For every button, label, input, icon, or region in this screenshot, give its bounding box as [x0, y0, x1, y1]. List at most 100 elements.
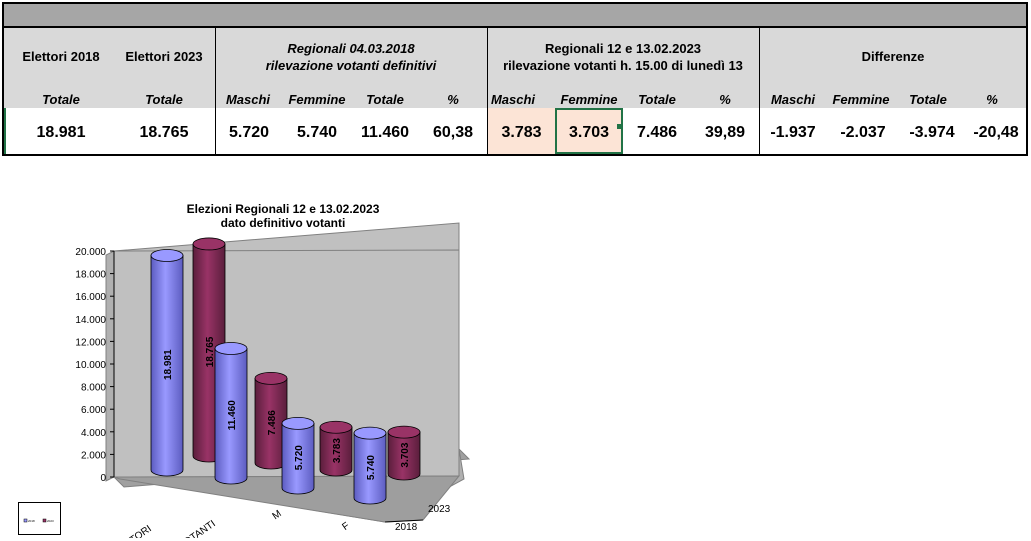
value-totale-2018[interactable]: 11.460 [360, 124, 410, 141]
value-diff-percent[interactable]: -20,48 [973, 124, 1019, 141]
sub-header-maschi: Maschi [490, 92, 536, 107]
header-band [2, 2, 1028, 28]
bar-2023-m-top [319, 420, 353, 434]
sub-header-maschi: Maschi [225, 92, 271, 107]
y-axis: 0 2.000 4.000 6.000 8.000 10.000 12.000 14.000 1… [75, 247, 115, 484]
value-maschi-2023[interactable]: 3.783 [501, 124, 542, 141]
y-tick-label: 10.000 [75, 360, 106, 371]
sub-header-totale: Totale [42, 92, 80, 107]
regionali-2023-header: Regionali 12 e 13.02.2023 rilevazione vo… [488, 40, 758, 74]
bar-2023-f-top [387, 425, 421, 439]
bar-2023-elettori-top [192, 237, 226, 251]
chart-title: Elezioni Regionali 12 e 13.02.2023 [187, 202, 380, 216]
depth-label-2018: 2018 [395, 522, 418, 533]
value-femmine-2023[interactable]: 3.703 [568, 124, 610, 141]
chart-legend[interactable]: 2018 2023 [18, 502, 61, 535]
regionali-2023-subtitle: rilevazione votanti h. 15.00 di lunedì 1… [503, 58, 743, 73]
data-label: 5.720 [294, 445, 305, 470]
legend-label-2018: 2018 [28, 519, 35, 523]
bar-2023-m: 3.783 [319, 420, 353, 477]
regionali-2018-title: Regionali 04.03.2018 [287, 41, 415, 56]
value-diff-totale[interactable]: -3.974 [909, 124, 955, 141]
value-totale-2023[interactable]: 7.486 [636, 124, 678, 141]
y-tick-label: 8.000 [81, 383, 106, 394]
value-percent-2018[interactable]: 60,38 [432, 124, 474, 141]
elettori-2018-header: Elettori 2018 [22, 49, 100, 64]
column-divider [215, 28, 216, 154]
x-category-label: ELETTORI [108, 523, 154, 538]
bar-2023-votanti-top [254, 372, 288, 385]
bar-2018-f-body [353, 432, 387, 505]
bar-2023-f-body [387, 431, 421, 481]
legend-swatch-2023 [42, 518, 47, 523]
sub-header-totale: Totale [145, 92, 183, 107]
value-maschi-2018[interactable]: 5.720 [228, 124, 270, 141]
bar-2023-f: 3.703 [387, 425, 421, 481]
y-tick-label: 4.000 [81, 428, 106, 439]
value-percent-2023[interactable]: 39,89 [704, 124, 746, 141]
bar-2018-f: 5.740 [353, 426, 387, 505]
fill-handle[interactable] [617, 124, 622, 129]
chart-bars: 18.765 7.486 3.783 3.703 18.981 11.460 5.720 5.… [150, 237, 421, 505]
bar-2018-elettori-body [150, 255, 184, 477]
header-background [4, 28, 1026, 108]
value-elettori-2023[interactable]: 18.765 [139, 124, 189, 141]
data-label: 5.740 [366, 455, 377, 480]
regionali-2023-title: Regionali 12 e 13.02.2023 [544, 41, 702, 56]
sub-header-femmine: Femmine [560, 92, 618, 107]
sub-header-percent: % [719, 92, 731, 107]
y-tick-label: 16.000 [75, 292, 106, 303]
depth-axis-line [384, 519, 424, 523]
data-label: 18.981 [163, 349, 174, 380]
column-divider [487, 28, 488, 154]
bar-2018-m: 5.720 [281, 416, 315, 495]
value-femmine-2018[interactable]: 5.740 [296, 124, 338, 141]
sub-header-totale: Totale [366, 92, 404, 107]
bar-2018-elettori: 18.981 [150, 249, 184, 477]
y-tick-label: 2.000 [81, 450, 106, 461]
elettori-2023-header: Elettori 2023 [125, 49, 203, 64]
data-label: 3.783 [332, 438, 343, 463]
x-category-label: VOTANTI [177, 518, 218, 538]
bar-2018-votanti-body [214, 348, 248, 485]
data-label: 3.703 [400, 442, 411, 467]
y-tick-label: 20.000 [75, 247, 106, 258]
x-category-label: M [271, 508, 284, 522]
bar-2023-votanti: 7.486 [254, 372, 288, 470]
highlight-cell [555, 108, 623, 154]
data-label: 11.460 [227, 400, 238, 430]
chart-subtitle: dato definitivo votanti [221, 216, 346, 230]
y-tick-label: 0 [100, 473, 106, 484]
sub-header-percent: % [986, 92, 998, 107]
chart-side-wall [105, 250, 115, 482]
legend-label-2023: 2023 [47, 519, 54, 523]
bar-2023-m-body [319, 426, 353, 477]
y-tick-label: 14.000 [75, 315, 106, 326]
regionali-2018-subtitle: rilevazione votanti definitivi [265, 58, 437, 73]
bar-2018-m-top [281, 416, 315, 430]
y-tick-label: 6.000 [81, 405, 106, 416]
legend-swatch-2018 [23, 518, 28, 523]
regionali-2018-header: Regionali 04.03.2018 rilevazione votanti… [216, 40, 486, 74]
value-elettori-2018[interactable]: 18.981 [36, 124, 86, 141]
sub-header-maschi: Maschi [770, 92, 816, 107]
selected-cell [555, 108, 623, 154]
bar-2018-elettori-top [150, 249, 184, 262]
sub-header-percent: % [447, 92, 459, 107]
y-tick-label: 18.000 [75, 270, 106, 281]
data-label: 7.486 [267, 410, 278, 435]
value-diff-maschi[interactable]: -1.937 [770, 124, 816, 141]
x-category-label: F [340, 520, 351, 533]
sub-header-totale: Totale [909, 92, 947, 107]
bar-2018-votanti: 11.460 [214, 342, 248, 485]
bar-2018-votanti-top [214, 342, 248, 355]
row-marker [4, 108, 6, 154]
bar-2018-m-body [281, 422, 315, 495]
column-divider [759, 28, 760, 154]
sub-header-femmine: Femmine [832, 92, 890, 107]
data-label: 18.765 [205, 336, 216, 367]
value-diff-femmine[interactable]: -2.037 [840, 124, 886, 141]
differenze-header: Differenze [861, 49, 925, 64]
